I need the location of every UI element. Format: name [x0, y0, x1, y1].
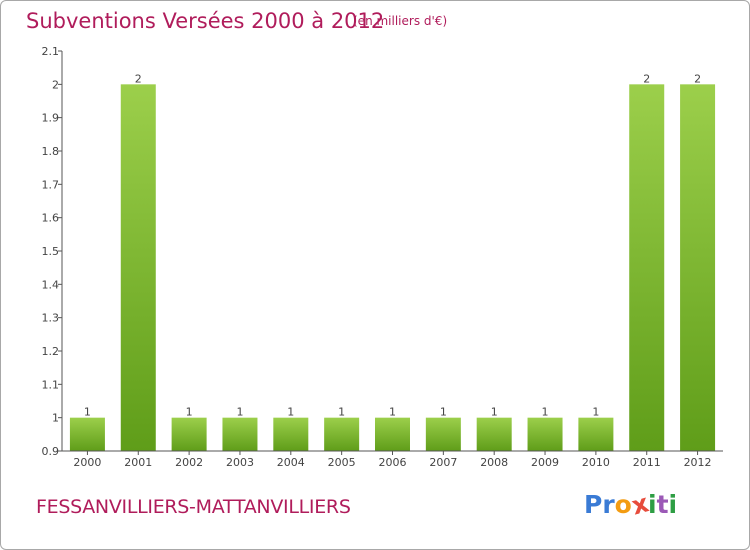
y-axis: 0.9 1 1.1 1.2 1.3 1.4 1.5 1.6 1.7 1.8 1.9 2 2.1 — [42, 45, 63, 458]
data-label-2005: 1 — [338, 406, 345, 419]
x-tick-label-2000: 2000 — [73, 456, 101, 469]
bar-2002 — [171, 417, 207, 451]
x-tick-label-2002: 2002 — [175, 456, 203, 469]
data-label-2000: 1 — [84, 406, 91, 419]
data-label-2006: 1 — [389, 406, 396, 419]
y-tick-label: 1.1 — [42, 378, 60, 391]
bar-2001 — [120, 84, 156, 451]
x-tick-label-2012: 2012 — [684, 456, 712, 469]
chart-subtitle: (en milliers d'€) — [353, 14, 448, 28]
data-label-2004: 1 — [287, 406, 294, 419]
data-label-2001: 2 — [135, 72, 142, 85]
logo-letter: o — [614, 490, 632, 519]
bar-2006 — [375, 417, 410, 451]
y-tick-label: 1.7 — [42, 178, 60, 191]
y-tick-label: 1.3 — [42, 312, 60, 325]
x-tick-label-2011: 2011 — [633, 456, 661, 469]
bar-2005 — [324, 417, 360, 451]
x-axis: 2000 2001 2002 2003 2004 2005 2006 2007 2008 2009… — [62, 450, 723, 469]
x-tick-label-2005: 2005 — [328, 456, 356, 469]
data-label-2009: 1 — [542, 406, 549, 419]
x-tick-label-2006: 2006 — [379, 456, 407, 469]
logo-letter: i — [648, 490, 657, 519]
logo-letter: t — [656, 490, 669, 519]
data-label-2007: 1 — [440, 406, 447, 419]
data-label-2011: 2 — [643, 72, 650, 85]
x-tick-label-2008: 2008 — [480, 456, 508, 469]
bar-2003 — [222, 417, 258, 451]
bar-2012 — [680, 84, 716, 451]
logo-letter: r — [602, 490, 615, 519]
x-tick-label-2004: 2004 — [277, 456, 305, 469]
bar-2000 — [69, 417, 105, 451]
bar-2009 — [527, 417, 563, 451]
bar-2008 — [476, 417, 512, 451]
chart-title: Subventions Versées 2000 à 2012 — [26, 9, 385, 33]
logo-letter: P — [584, 490, 603, 519]
logo-letter: i — [668, 490, 678, 519]
bar-2007 — [425, 417, 461, 451]
y-tick-label: 1.5 — [42, 245, 60, 258]
y-tick-label: 2.1 — [42, 45, 60, 58]
x-tick-label-2003: 2003 — [226, 456, 254, 469]
y-tick-label: 1.9 — [42, 112, 60, 125]
y-tick-label: 0.9 — [42, 445, 60, 458]
y-tick-label: 1.8 — [42, 145, 60, 158]
commune-name: FESSANVILLIERS-MATTANVILLIERS — [36, 496, 351, 518]
x-tick-label-2010: 2010 — [582, 456, 610, 469]
bar-2010 — [578, 417, 614, 451]
data-label-2003: 1 — [236, 406, 243, 419]
x-tick-label-2007: 2007 — [429, 456, 457, 469]
y-tick-label: 1 — [52, 412, 59, 425]
y-tick-label: 1.4 — [42, 278, 60, 291]
y-tick-label: 1.2 — [42, 345, 60, 358]
x-tick-label-2009: 2009 — [531, 456, 559, 469]
data-label-2012: 2 — [694, 72, 701, 85]
x-tick-label-2001: 2001 — [124, 456, 152, 469]
proxiti-logo[interactable]: Proxiti — [584, 488, 678, 520]
bar-2011 — [629, 84, 665, 451]
data-label-2008: 1 — [491, 406, 498, 419]
y-tick-label: 1.6 — [42, 212, 60, 225]
y-tick-label: 2 — [52, 78, 59, 91]
bar-2004 — [273, 417, 309, 451]
data-label-2002: 1 — [186, 406, 193, 419]
data-label-2010: 1 — [592, 406, 599, 419]
bars: 1 2 1 1 1 1 1 1 1 1 1 2 2 — [69, 72, 716, 451]
